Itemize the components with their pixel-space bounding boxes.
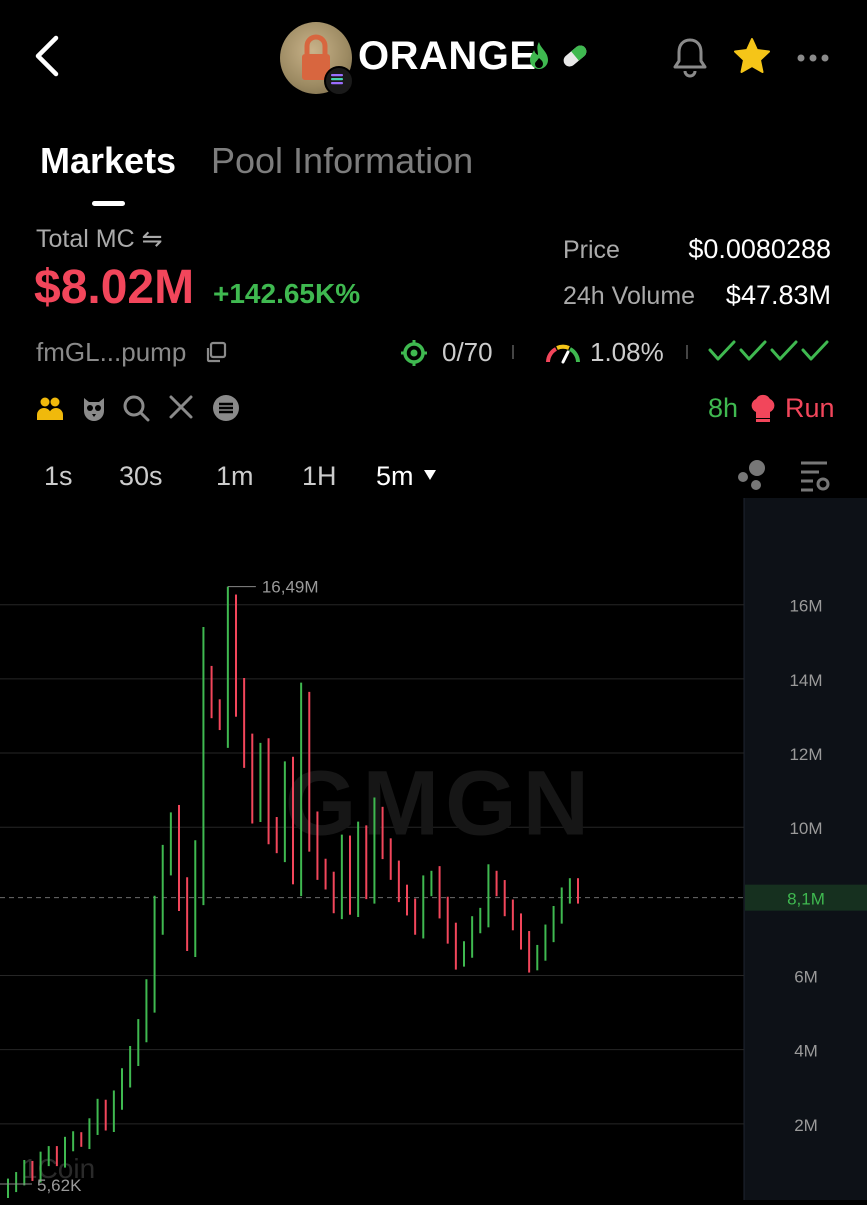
check-icon	[801, 340, 829, 361]
y-tick-label: 12M	[789, 745, 822, 764]
y-axis-panel	[744, 498, 867, 1200]
favorite-button[interactable]	[732, 36, 772, 81]
price-chart[interactable]: 16M 14M 12M 10M 6M 4M 2M GMGN 1Coin 8,1M 16,49M 5,6…	[0, 498, 867, 1200]
divider	[512, 345, 514, 359]
chart-settings-button[interactable]	[800, 460, 830, 497]
total-mc-value: $8.02M	[34, 261, 195, 314]
price-label: Price	[563, 236, 620, 264]
check-icon	[708, 340, 736, 361]
volume-label: 24h Volume	[563, 282, 696, 310]
total-mc-change: +142.65K%	[213, 278, 361, 309]
back-arrow-icon	[35, 35, 59, 77]
watermark-center: GMGN	[285, 753, 595, 855]
volume-value: $47.83M	[725, 280, 831, 310]
gauge-icon	[544, 338, 582, 371]
star-icon	[734, 38, 770, 73]
pill-icon	[560, 42, 590, 75]
caret-down-icon[interactable]	[423, 468, 437, 486]
x-twitter-icon[interactable]	[168, 394, 194, 425]
search-icon[interactable]	[122, 394, 150, 427]
solana-chain-icon	[324, 66, 354, 96]
divider	[686, 345, 688, 359]
active-tab-indicator	[92, 201, 125, 206]
chef-hat-icon	[748, 394, 778, 429]
timeframe-1h[interactable]: 1H	[302, 461, 337, 491]
more-icon	[797, 54, 829, 62]
y-tick-label: 2M	[794, 1116, 818, 1135]
back-button[interactable]	[30, 34, 74, 78]
target-icon	[400, 339, 428, 372]
gauge-value: 1.08%	[590, 337, 664, 367]
check-icon	[770, 340, 798, 361]
website-icon[interactable]	[212, 394, 240, 427]
timeframe-5m[interactable]: 5m	[376, 461, 414, 491]
watermark-corner: 1Coin	[22, 1153, 95, 1184]
current-price-badge	[745, 884, 867, 911]
fire-icon	[526, 40, 552, 77]
y-tick-label: 4M	[794, 1042, 818, 1061]
y-tick-label: 14M	[789, 671, 822, 690]
copy-icon	[206, 341, 227, 363]
holders-value: 0/70	[442, 337, 493, 367]
contract-address[interactable]: fmGL...pump	[36, 337, 187, 367]
chart-settings-icon	[801, 461, 830, 492]
check-icon	[739, 340, 767, 361]
notification-button[interactable]	[670, 36, 710, 83]
y-tick-label: 16M	[789, 597, 822, 616]
tab-markets[interactable]: Markets	[40, 140, 177, 181]
bell-icon	[673, 38, 707, 78]
token-avatar	[280, 22, 352, 94]
timeframe-1m[interactable]: 1m	[216, 461, 254, 491]
y-tick-label: 6M	[794, 968, 818, 987]
run-label: Run	[785, 393, 835, 423]
community-icon[interactable]	[36, 394, 64, 427]
run-time: 8h	[708, 393, 739, 423]
total-mc-label[interactable]: Total MC ⇋	[36, 225, 163, 253]
security-checks[interactable]	[708, 338, 832, 369]
owl-icon[interactable]	[80, 394, 108, 427]
timeframe-1s[interactable]: 1s	[44, 461, 73, 491]
max-marker-label: 16,49M	[262, 578, 319, 597]
price-value: $0.0080288	[688, 234, 831, 264]
token-name: ORANGE	[358, 34, 537, 78]
indicators-button[interactable]	[736, 458, 770, 497]
copy-address-button[interactable]	[204, 340, 228, 369]
y-tick-label: 10M	[789, 819, 822, 838]
tab-pool-information[interactable]: Pool Information	[211, 140, 474, 181]
indicators-icon	[738, 460, 765, 490]
more-button[interactable]	[796, 50, 830, 68]
current-price-label: 8,1M	[787, 890, 825, 909]
timeframe-30s[interactable]: 30s	[119, 461, 163, 491]
candlestick-chart[interactable]: 16M 14M 12M 10M 6M 4M 2M GMGN 1Coin 8,1M 16,49M 5,6…	[0, 498, 867, 1200]
min-marker-label: 5,62K	[37, 1176, 82, 1195]
